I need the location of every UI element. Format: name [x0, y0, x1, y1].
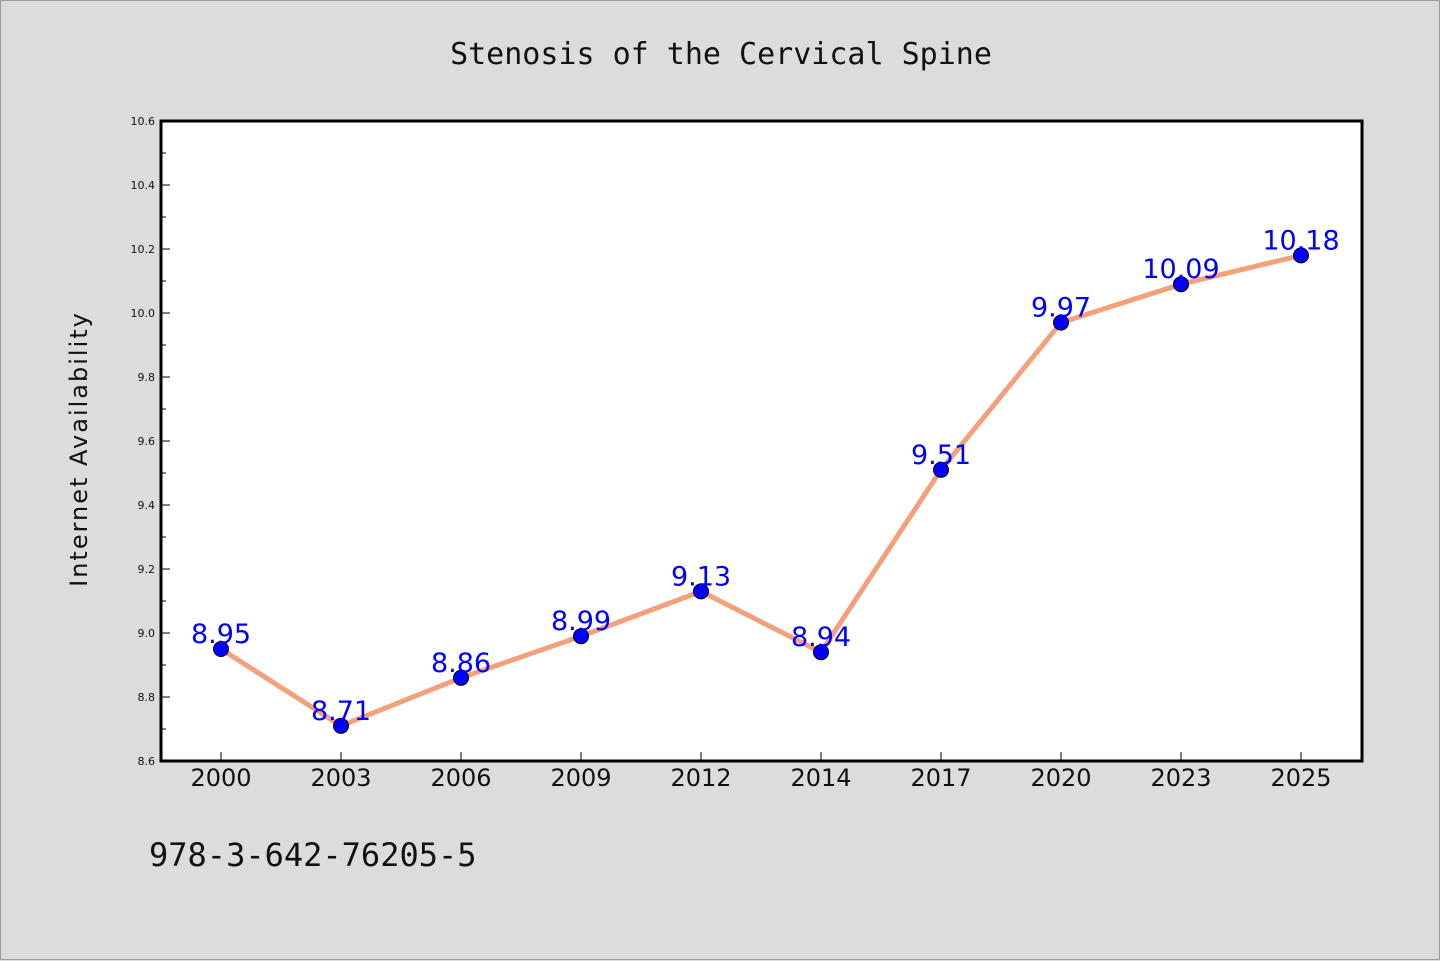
y-tick-label: 9.8: [138, 371, 156, 384]
isbn-caption: 978-3-642-76205-5: [149, 836, 477, 874]
data-label: 10.18: [1262, 225, 1339, 256]
data-label: 9.97: [1031, 293, 1091, 324]
data-point: [693, 583, 709, 600]
data-point: [1293, 247, 1309, 264]
x-axis-ticks: 2000 2003 2006 2009 2012 2014 2017 2020 2023 2025: [190, 752, 1332, 792]
data-point: [333, 717, 349, 734]
data-point: [1173, 276, 1189, 293]
data-label: 9.51: [911, 440, 971, 471]
data-label: 10.09: [1142, 254, 1219, 285]
data-label: 8.86: [431, 648, 491, 679]
data-point: [573, 628, 589, 645]
data-label: 8.99: [551, 606, 611, 637]
y-tick-label: 8.6: [138, 755, 156, 768]
y-axis-ticks: 8.6 8.8 9.0 9.2 9.4 9.6 9.8 10.0 10.2 10.4 10.6: [131, 115, 170, 768]
data-label: 9.13: [671, 561, 731, 592]
x-tick-label: 2017: [910, 764, 971, 792]
x-tick-label: 2006: [430, 764, 491, 792]
y-tick-label: 10.4: [131, 179, 156, 192]
x-tick-label: 2025: [1270, 764, 1331, 792]
chart-title: Stenosis of the Cervical Spine: [450, 37, 992, 72]
data-label: 8.71: [311, 696, 371, 727]
data-point: [453, 669, 469, 686]
x-tick-label: 2009: [550, 764, 611, 792]
y-tick-label: 10.6: [131, 115, 156, 128]
series-line: [218, 252, 1304, 729]
data-point: [1053, 314, 1069, 331]
plot-area: [159, 119, 1364, 763]
series-layer: [213, 247, 1309, 734]
y-tick-label: 10.2: [131, 243, 156, 256]
y-tick-label: 9.0: [138, 627, 156, 640]
y-axis-label: Internet Availability: [65, 311, 93, 587]
y-tick-label: 8.8: [138, 691, 156, 704]
x-tick-label: 2012: [670, 764, 731, 792]
y-tick-label: 9.4: [138, 499, 156, 512]
data-point: [933, 461, 949, 478]
data-point: [813, 644, 829, 661]
data-label: 8.95: [191, 619, 251, 650]
data-label: 8.94: [791, 622, 851, 653]
x-tick-label: 2014: [790, 764, 851, 792]
y-tick-label: 9.6: [138, 435, 156, 448]
data-point: [213, 641, 229, 657]
x-tick-label: 2023: [1150, 764, 1211, 792]
x-tick-label: 2000: [190, 764, 251, 792]
y-tick-label: 10.0: [131, 307, 156, 320]
y-tick-label: 9.2: [138, 563, 156, 576]
data-labels: 8.95 8.71 8.86 8.99 9.13 8.94 9.51 9.97 10.09 10.…: [191, 225, 1340, 726]
x-tick-label: 2003: [310, 764, 371, 792]
x-tick-label: 2020: [1030, 764, 1091, 792]
